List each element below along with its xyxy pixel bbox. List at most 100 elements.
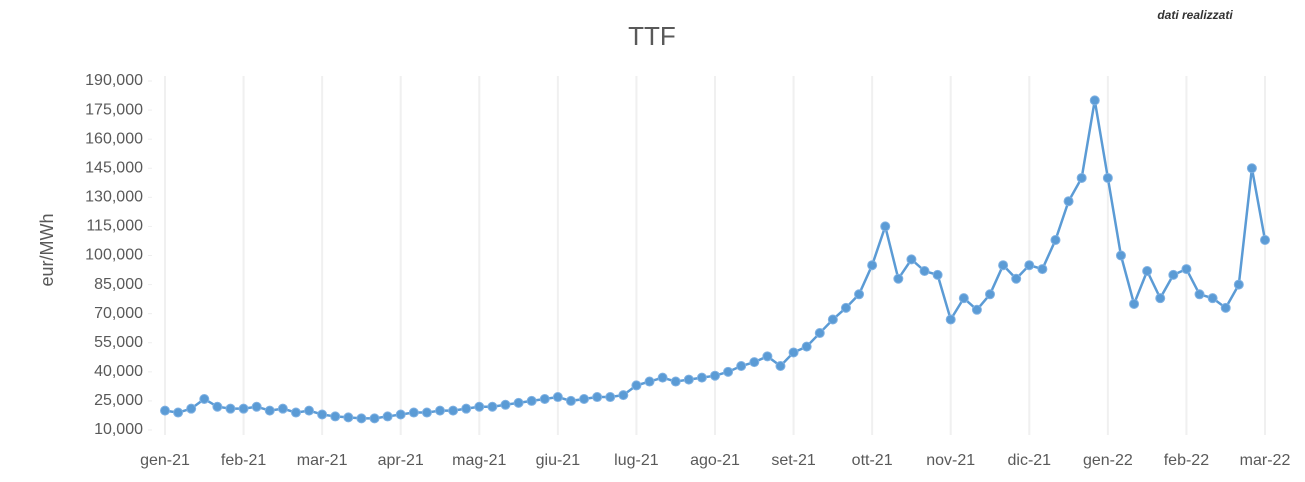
x-tick-label: apr-21 bbox=[378, 452, 424, 469]
data-point bbox=[840, 302, 851, 313]
data-point bbox=[395, 409, 406, 420]
data-point bbox=[1050, 234, 1061, 245]
x-tick-label: gen-21 bbox=[140, 452, 190, 469]
data-point bbox=[1102, 172, 1113, 183]
x-tick-label: dic-21 bbox=[1007, 452, 1051, 469]
y-tick-label: 25,000 bbox=[94, 392, 143, 409]
data-point bbox=[369, 413, 380, 424]
x-tick-label: mag-21 bbox=[452, 452, 506, 469]
data-point bbox=[264, 405, 275, 416]
data-point bbox=[1129, 298, 1140, 309]
y-tick-label: 115,000 bbox=[86, 218, 143, 235]
data-point bbox=[1155, 293, 1166, 304]
data-point bbox=[945, 314, 956, 325]
y-tick-label: 55,000 bbox=[94, 334, 143, 351]
data-point bbox=[225, 403, 236, 414]
data-point bbox=[251, 401, 262, 412]
data-point bbox=[160, 405, 170, 416]
data-point bbox=[854, 289, 865, 300]
data-point bbox=[1089, 95, 1100, 106]
data-point bbox=[317, 409, 328, 420]
data-point bbox=[919, 266, 930, 277]
data-point bbox=[1220, 302, 1231, 313]
data-point bbox=[736, 361, 747, 372]
data-point bbox=[461, 403, 472, 414]
data-point bbox=[893, 273, 904, 284]
data-point bbox=[1246, 163, 1257, 174]
y-tick-label: 100,000 bbox=[85, 247, 143, 264]
data-point bbox=[539, 393, 550, 404]
annotation: dati realizzati bbox=[1157, 8, 1233, 22]
data-point bbox=[356, 413, 367, 424]
data-point bbox=[1037, 264, 1048, 275]
x-tick-label: feb-21 bbox=[221, 452, 266, 469]
data-point bbox=[683, 374, 694, 385]
y-tick-label: 190,000 bbox=[85, 72, 143, 89]
data-point bbox=[971, 304, 982, 315]
x-tick-label: lug-21 bbox=[614, 452, 659, 469]
chart-title: TTF bbox=[628, 21, 676, 51]
data-point bbox=[474, 401, 485, 412]
x-tick-label: mar-21 bbox=[297, 452, 348, 469]
data-point bbox=[1194, 289, 1205, 300]
data-point bbox=[408, 407, 419, 418]
data-point bbox=[657, 372, 668, 383]
data-point bbox=[330, 411, 341, 422]
y-tick-label: 10,000 bbox=[94, 421, 143, 438]
data-point bbox=[500, 399, 511, 410]
data-point bbox=[212, 401, 223, 412]
data-point bbox=[1063, 196, 1074, 207]
data-point bbox=[710, 370, 720, 381]
data-point bbox=[814, 328, 825, 339]
x-tick-label: ago-21 bbox=[690, 452, 740, 469]
data-point bbox=[867, 260, 878, 271]
data-point bbox=[290, 407, 301, 418]
data-point bbox=[448, 405, 459, 416]
data-point bbox=[1076, 172, 1087, 183]
data-point bbox=[749, 357, 760, 368]
data-point bbox=[985, 289, 995, 300]
data-point bbox=[487, 401, 498, 412]
data-point bbox=[186, 403, 197, 414]
x-tick-label: set-21 bbox=[771, 452, 816, 469]
data-point bbox=[199, 393, 210, 404]
data-point bbox=[723, 366, 734, 377]
y-tick-label: 145,000 bbox=[85, 159, 143, 176]
data-point bbox=[592, 392, 603, 403]
data-point bbox=[801, 341, 812, 352]
x-tick-label: gen-22 bbox=[1083, 452, 1133, 469]
data-point bbox=[1024, 260, 1035, 271]
data-point bbox=[932, 269, 943, 280]
y-tick-label: 130,000 bbox=[85, 189, 143, 206]
data-point bbox=[238, 403, 249, 414]
y-tick-label: 40,000 bbox=[94, 363, 143, 380]
data-point bbox=[670, 376, 681, 387]
data-point bbox=[1181, 264, 1192, 275]
data-point bbox=[696, 372, 707, 383]
data-point bbox=[526, 395, 537, 406]
data-point bbox=[827, 314, 838, 325]
data-point bbox=[880, 221, 891, 232]
data-point bbox=[762, 351, 773, 362]
data-point bbox=[1115, 250, 1126, 261]
data-point bbox=[304, 405, 315, 416]
x-tick-label: ott-21 bbox=[852, 452, 893, 469]
y-tick-label: 160,000 bbox=[85, 130, 143, 147]
data-point bbox=[565, 395, 576, 406]
x-tick-label: nov-21 bbox=[926, 452, 975, 469]
data-point bbox=[1233, 279, 1244, 290]
data-point bbox=[906, 254, 917, 265]
data-point bbox=[552, 392, 563, 403]
y-tick-label: 85,000 bbox=[94, 276, 143, 293]
data-point bbox=[1260, 234, 1270, 245]
data-point bbox=[1207, 293, 1218, 304]
data-point bbox=[435, 405, 445, 416]
y-tick-label: 175,000 bbox=[85, 101, 143, 118]
y-axis-label: eur/MWh bbox=[37, 213, 57, 286]
data-point bbox=[958, 293, 969, 304]
data-point bbox=[513, 397, 524, 408]
data-point bbox=[631, 380, 642, 391]
data-point bbox=[998, 260, 1009, 271]
data-point bbox=[788, 347, 799, 358]
data-point bbox=[173, 407, 184, 418]
